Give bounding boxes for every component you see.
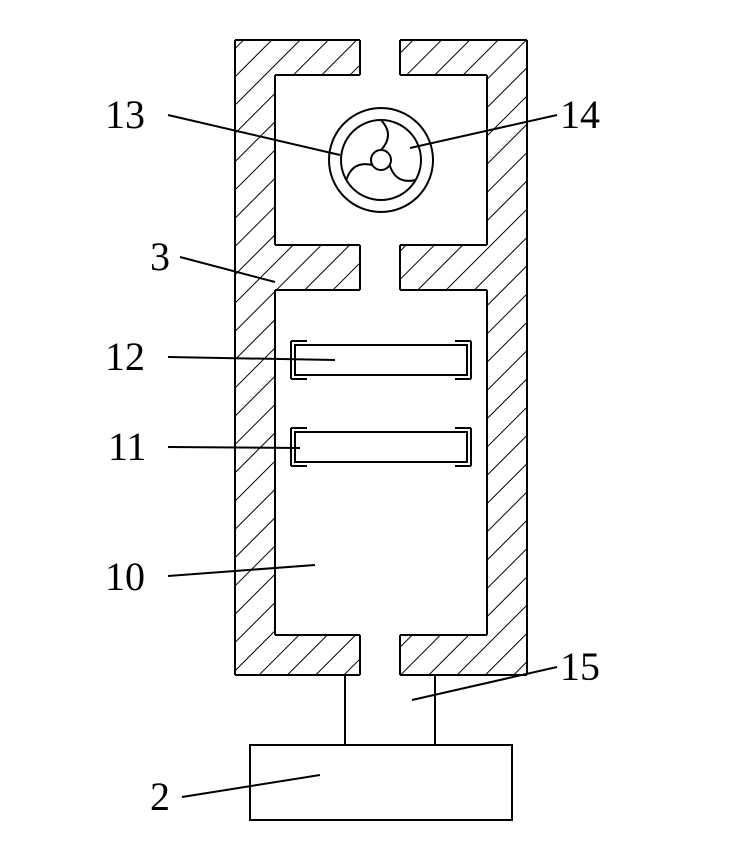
label-3: 3	[150, 234, 170, 279]
label-11: 11	[108, 424, 147, 469]
label-10: 10	[105, 554, 145, 599]
label-2: 2	[150, 774, 170, 819]
diagram-root: 13 14 3 12 11 10 15 2	[0, 0, 755, 857]
label-13: 13	[105, 92, 145, 137]
label-12: 12	[105, 334, 145, 379]
label-15: 15	[560, 644, 600, 689]
housing-wall	[235, 40, 527, 675]
label-14: 14	[560, 92, 600, 137]
